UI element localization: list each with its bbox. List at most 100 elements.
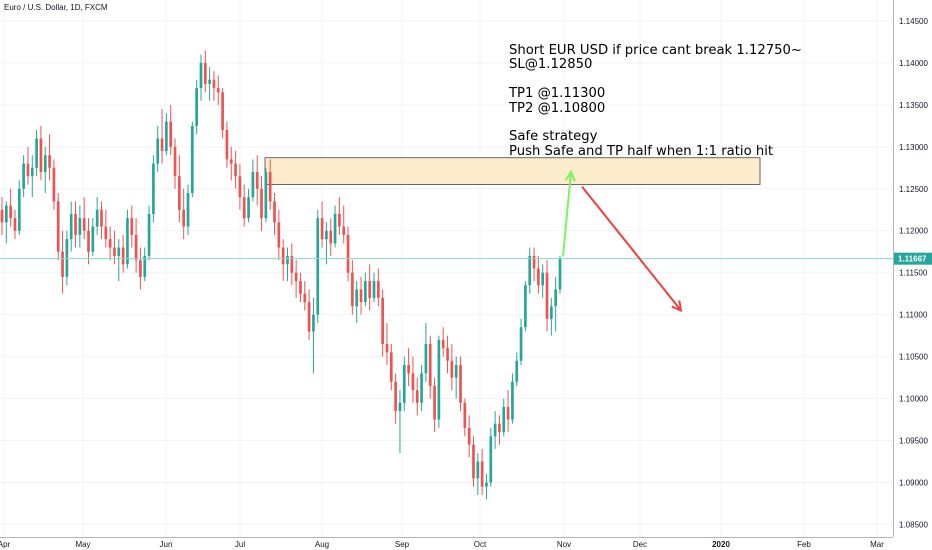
time-tick-label: Oct — [474, 540, 487, 549]
candle — [26, 146, 30, 185]
candle-body — [554, 289, 558, 307]
annotation-line — [509, 116, 802, 130]
candle — [130, 205, 134, 248]
candle — [389, 344, 393, 391]
candle-body — [4, 205, 8, 223]
resistance-zone[interactable] — [264, 157, 761, 185]
candle-body — [459, 364, 462, 403]
candle — [95, 197, 99, 235]
candle — [506, 390, 510, 433]
candle — [320, 201, 324, 248]
candle — [415, 377, 419, 416]
candle — [550, 297, 553, 336]
candle — [299, 272, 302, 303]
candle-body — [52, 167, 56, 202]
candle — [39, 125, 43, 181]
candle — [104, 209, 108, 248]
candle-body — [30, 167, 34, 177]
candle-body — [329, 230, 333, 244]
candle — [13, 209, 17, 240]
candle — [511, 373, 514, 424]
candle — [402, 356, 406, 412]
last-price-badge-bg — [894, 252, 932, 265]
last-price-badge-label: 1.11667 — [898, 255, 927, 264]
candle — [74, 201, 77, 248]
price-tick-label: 1.14000 — [899, 59, 928, 68]
candle — [316, 209, 320, 324]
candle-body — [476, 461, 480, 479]
candle — [0, 197, 4, 235]
price-tick-label: 1.09500 — [899, 437, 928, 446]
candle-body — [368, 281, 372, 298]
candle — [476, 453, 480, 496]
candle-body — [420, 373, 423, 403]
candle — [545, 260, 549, 332]
candle — [329, 218, 333, 256]
candle — [493, 411, 497, 449]
candle — [454, 356, 458, 399]
candle-body — [312, 314, 315, 332]
candle-body — [182, 209, 186, 227]
candle-body — [165, 121, 168, 152]
annotation-line: Push Safe and TP half when 1:1 ratio hit — [509, 143, 774, 159]
candle-body — [359, 289, 363, 303]
candle — [229, 146, 233, 181]
candle-body — [0, 209, 4, 223]
candle-body — [537, 268, 540, 286]
candle-body — [342, 226, 346, 235]
candle-body — [147, 213, 151, 256]
candle-body — [394, 381, 397, 412]
candle — [255, 155, 259, 206]
candle — [428, 335, 432, 399]
candle — [359, 276, 363, 315]
annotation-line — [509, 73, 802, 87]
candle — [117, 239, 121, 282]
candle-body — [22, 163, 25, 189]
price-axis[interactable]: 1.14500 1.14000 1.13500 1.13000 1.12500 1.120… — [893, 0, 932, 550]
candle-body — [48, 155, 51, 168]
candle — [242, 184, 246, 227]
candle-body — [186, 192, 190, 227]
annotation-line: Safe strategy — [509, 129, 598, 145]
candle-body — [467, 427, 471, 445]
candle — [433, 377, 436, 433]
candle — [273, 192, 276, 235]
candle-body — [13, 218, 17, 231]
candle — [528, 247, 532, 294]
candle — [290, 243, 294, 286]
candle-body — [139, 260, 142, 277]
price-tick-label: 1.12000 — [899, 227, 928, 236]
candle — [134, 218, 138, 273]
candle-body — [17, 188, 21, 231]
candle — [182, 188, 186, 240]
candle-body — [56, 201, 60, 252]
symbol-title: Euro / U.S. Dollar, 1D, FXCM — [4, 3, 108, 12]
candle — [225, 121, 229, 168]
candle-body — [9, 205, 12, 219]
candle — [502, 398, 506, 437]
candle-body — [489, 436, 493, 483]
candle — [147, 205, 151, 261]
candle-body — [398, 402, 402, 412]
candle-body — [91, 226, 95, 252]
candle-body — [203, 62, 207, 84]
candle-body — [126, 218, 129, 265]
time-axis[interactable]: Apr May Jun Jul Aug Sep Oct Nov Dec 2020 Feb Mar — [0, 537, 893, 550]
candle-body — [316, 218, 320, 315]
candle-body — [208, 79, 211, 84]
candle — [519, 318, 523, 365]
candle-series — [0, 50, 562, 500]
up-projection-arrow — [562, 169, 576, 257]
candle — [420, 364, 423, 412]
candle — [264, 167, 268, 223]
candle — [489, 427, 493, 487]
candle-body — [303, 293, 307, 303]
candle-body — [113, 247, 116, 256]
candle — [554, 276, 558, 332]
candle-body — [372, 281, 376, 298]
annotation-line: TP2 @1.10800 — [509, 100, 606, 116]
candle-body — [541, 272, 545, 286]
candle-body — [381, 297, 384, 345]
candle-body — [216, 88, 220, 93]
